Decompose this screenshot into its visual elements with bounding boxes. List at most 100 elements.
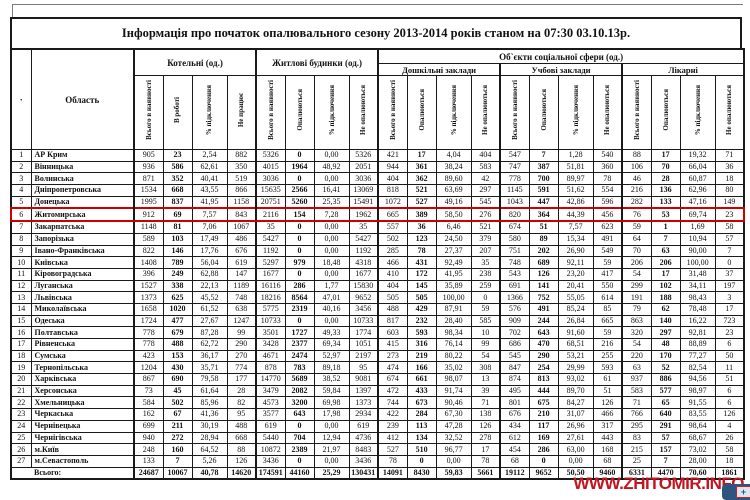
value-cell: 583 bbox=[470, 160, 501, 174]
value-cell: 2116 bbox=[255, 207, 286, 223]
page-left-rule bbox=[12, 4, 13, 18]
value-cell: 20,41 bbox=[557, 279, 594, 293]
value-cell: 147 bbox=[226, 267, 257, 281]
value-cell: 387 bbox=[528, 160, 559, 174]
value-cell: 162 bbox=[133, 408, 164, 421]
value-cell: 557 bbox=[377, 220, 408, 234]
vertical-column-header-label: Опалюються bbox=[295, 89, 304, 131]
value-cell: 1158 bbox=[226, 195, 257, 209]
vertical-column-header: Опалюються bbox=[528, 75, 559, 150]
row-number-cell: 19 bbox=[10, 361, 32, 375]
value-cell: 34,11 bbox=[679, 279, 716, 293]
value-cell: 0 bbox=[528, 454, 559, 468]
value-cell: 295 bbox=[621, 419, 652, 433]
value-cell: 10733 bbox=[348, 314, 379, 328]
value-cell: 638 bbox=[226, 302, 257, 316]
value-cell: 801 bbox=[499, 396, 530, 410]
value-cell: 2389 bbox=[284, 443, 315, 456]
value-cell: 18,48 bbox=[313, 256, 350, 269]
value-cell: 674 bbox=[377, 373, 408, 386]
value-cell: 90,00 bbox=[679, 244, 716, 258]
row-number-cell: 1 bbox=[10, 149, 32, 162]
value-cell: 7,28 bbox=[313, 207, 350, 223]
value-cell: 364 bbox=[528, 207, 559, 223]
value-cell: 423 bbox=[133, 349, 164, 363]
value-cell: 123 bbox=[406, 232, 437, 246]
value-cell: 51,81 bbox=[557, 160, 594, 174]
table-row: 19 Тернопільська 1204 430 35,71 774 878 783 89,1… bbox=[10, 361, 745, 375]
value-cell: 89,70 bbox=[557, 384, 594, 398]
value-cell: 276 bbox=[470, 207, 501, 223]
value-cell: 31,48 bbox=[679, 267, 716, 281]
value-cell: 17,76 bbox=[191, 244, 228, 258]
value-cell: 126 bbox=[226, 454, 257, 468]
region-name-cell: Сумська bbox=[30, 349, 135, 363]
value-cell: 912 bbox=[133, 207, 164, 223]
row-number-cell: 5 bbox=[10, 195, 32, 209]
totals-label-cell: Всього: bbox=[10, 466, 135, 480]
value-cell: 1148 bbox=[133, 220, 164, 234]
value-cell: 18 bbox=[714, 454, 745, 468]
value-cell: 491 bbox=[528, 302, 559, 316]
value-cell: 18 bbox=[714, 172, 745, 186]
value-cell: 0,00 bbox=[313, 314, 350, 328]
value-cell: 429 bbox=[406, 302, 437, 316]
row-number-cell: 3 bbox=[10, 172, 32, 186]
value-cell: 56,04 bbox=[191, 256, 228, 269]
value-cell: 7 bbox=[650, 232, 681, 246]
value-cell: 254 bbox=[528, 361, 559, 375]
value-cell: 69,74 bbox=[679, 207, 716, 223]
value-cell: 9081 bbox=[348, 373, 379, 386]
value-cell: 674 bbox=[499, 220, 530, 234]
value-cell: 57 bbox=[650, 431, 681, 445]
value-cell: 470 bbox=[528, 338, 559, 351]
value-cell: 211 bbox=[162, 419, 193, 433]
row-number-cell: 13 bbox=[10, 291, 32, 304]
page-top-rule bbox=[12, 4, 743, 5]
totals-row: Всього: 24687 10067 40,78 14620 174591 44160 25… bbox=[10, 466, 745, 480]
value-cell: 668 bbox=[162, 184, 193, 197]
value-cell: 98,64 bbox=[679, 419, 716, 433]
value-cell: 48,92 bbox=[313, 160, 350, 174]
value-cell: 1774 bbox=[348, 326, 379, 339]
totals-value-cell: 59,83 bbox=[435, 466, 472, 480]
value-cell: 67 bbox=[162, 408, 193, 421]
value-cell: 28 bbox=[226, 384, 257, 398]
value-cell: 42,86 bbox=[557, 195, 594, 209]
value-cell: 87,91 bbox=[435, 302, 472, 316]
value-cell: 69,98 bbox=[313, 396, 350, 410]
value-cell: 85 bbox=[592, 302, 623, 316]
value-cell: 940 bbox=[133, 431, 164, 445]
value-cell: 149 bbox=[714, 195, 745, 209]
heating-season-table: · Область Котельні (од.) Житлові будинки (о… bbox=[10, 48, 746, 481]
value-cell: 822 bbox=[133, 244, 164, 258]
value-cell: 83,55 bbox=[679, 408, 716, 421]
value-cell: 40,41 bbox=[191, 172, 228, 186]
vertical-column-header: % підключення bbox=[435, 75, 472, 150]
value-cell: 14770 bbox=[255, 373, 286, 386]
value-cell: 89,60 bbox=[435, 172, 472, 186]
value-cell: 92,81 bbox=[679, 326, 716, 339]
value-cell: 59 bbox=[621, 220, 652, 234]
value-cell: 220 bbox=[621, 349, 652, 363]
value-cell: 1527 bbox=[133, 279, 164, 293]
value-cell: 113 bbox=[406, 419, 437, 433]
table-row: 16 Полтавська 778 679 87,28 99 3501 1727 49,33 17… bbox=[10, 326, 745, 339]
value-cell: 3577 bbox=[255, 408, 286, 421]
value-cell: 91,55 bbox=[679, 396, 716, 410]
vertical-column-header: Всього в наявності bbox=[377, 75, 408, 150]
value-cell: 591 bbox=[528, 184, 559, 197]
region-name-cell: Івано-Франківська bbox=[30, 244, 135, 258]
table-row: 26 м.Київ 248 160 64,52 88 10872 2389 21,97 8483 5… bbox=[10, 443, 745, 456]
value-cell: 614 bbox=[592, 291, 623, 304]
value-cell: 0 bbox=[406, 454, 437, 468]
value-cell: 63,00 bbox=[557, 443, 594, 456]
value-cell: 70 bbox=[621, 244, 652, 258]
value-cell: 58 bbox=[714, 443, 745, 456]
value-cell: 141 bbox=[528, 279, 559, 293]
value-cell: 140 bbox=[650, 314, 681, 328]
value-cell: 259 bbox=[470, 279, 501, 293]
value-cell: 206 bbox=[621, 256, 652, 269]
value-cell: 3436 bbox=[348, 454, 379, 468]
value-cell: 206 bbox=[650, 256, 681, 269]
